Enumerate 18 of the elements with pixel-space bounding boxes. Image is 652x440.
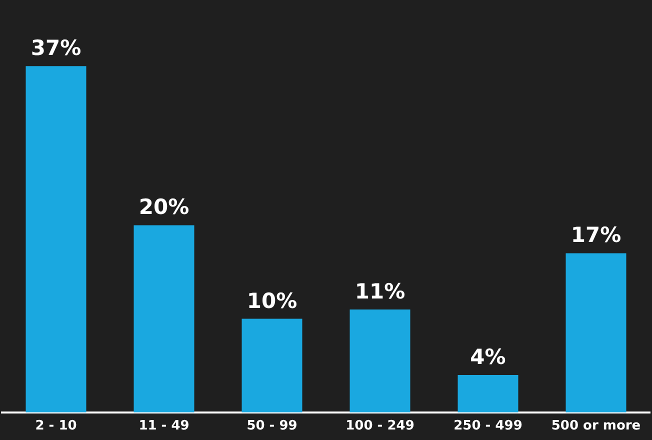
data-label: 20% xyxy=(138,195,190,220)
bar xyxy=(134,225,194,412)
bar xyxy=(458,374,518,412)
x-tick-label: 50 - 99 xyxy=(246,418,298,434)
x-tick-label: 500 or more xyxy=(551,418,641,434)
x-tick-label: 100 - 249 xyxy=(346,418,414,434)
bar xyxy=(566,253,626,412)
x-tick-label: 11 - 49 xyxy=(138,418,190,434)
data-label: 37% xyxy=(30,36,82,60)
bar xyxy=(26,66,86,412)
data-label: 10% xyxy=(246,288,298,313)
x-tick-label: 250 - 499 xyxy=(454,418,522,434)
data-label: 4% xyxy=(470,344,506,369)
bar xyxy=(242,318,302,412)
data-label: 11% xyxy=(354,279,406,304)
data-label: 17% xyxy=(570,223,622,248)
bar xyxy=(350,309,410,412)
x-tick-label: 2 - 10 xyxy=(35,418,77,434)
